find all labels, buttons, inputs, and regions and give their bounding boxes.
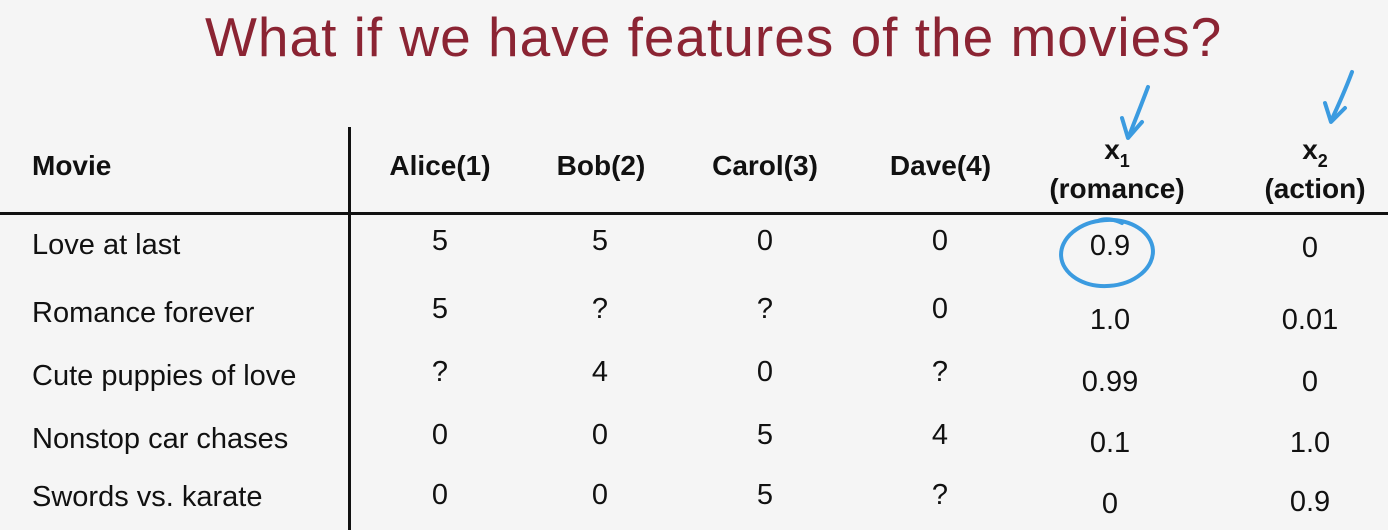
header-x1-symbol-line: x1 (1032, 132, 1202, 171)
header-x2: x2 (action) (1250, 132, 1380, 207)
feature-x2: 0.01 (1281, 304, 1339, 336)
movie-title: Love at last (32, 229, 181, 261)
feature-x1: 0 (1101, 488, 1119, 520)
rating-bob: 0 (591, 419, 609, 451)
rating-alice: 0 (431, 479, 449, 511)
x2-arrow-shaft (1329, 70, 1354, 123)
rating-carol: 0 (756, 356, 774, 388)
header-x1-subscript: 1 (1119, 151, 1130, 171)
rating-bob: 0 (591, 479, 609, 511)
header-alice: Alice(1) (389, 150, 491, 181)
feature-x2: 0 (1301, 366, 1319, 398)
rating-carol: 0 (756, 225, 774, 257)
movie-title: Romance forever (32, 297, 255, 329)
header-dave: Dave(4) (889, 150, 992, 181)
rating-alice: 5 (431, 293, 449, 325)
rating-bob: 5 (591, 225, 609, 257)
feature-x1: 0.9 (1089, 230, 1131, 262)
feature-x1: 0.99 (1081, 366, 1139, 398)
header-x2-symbol: x (1302, 134, 1318, 165)
rating-alice: 5 (431, 225, 449, 257)
header-bob: Bob(2) (556, 150, 646, 181)
rating-carol: 5 (756, 479, 774, 511)
movie-title: Cute puppies of love (32, 360, 297, 392)
slide-title: What if we have features of the movies? (205, 6, 1223, 68)
feature-x2: 0.9 (1289, 486, 1331, 518)
header-x2-subscript: 2 (1317, 151, 1328, 171)
rating-bob: ? (591, 293, 609, 325)
header-x1-symbol: x (1104, 134, 1120, 165)
movie-title: Swords vs. karate (32, 481, 263, 513)
header-divider (0, 212, 1388, 215)
header-movie: Movie (32, 150, 112, 181)
rating-alice: 0 (431, 419, 449, 451)
x1-arrow-shaft (1127, 85, 1150, 138)
rating-carol: ? (756, 293, 774, 325)
rating-dave: ? (931, 356, 949, 388)
feature-x1: 1.0 (1089, 304, 1131, 336)
rating-bob: 4 (591, 356, 609, 388)
rating-dave: ? (931, 479, 949, 511)
rating-dave: 0 (931, 293, 949, 325)
rating-alice: ? (431, 356, 449, 388)
header-x2-label: (action) (1264, 173, 1366, 204)
movie-title: Nonstop car chases (32, 423, 289, 455)
movie-column-divider (348, 127, 351, 530)
rating-carol: 5 (756, 419, 774, 451)
header-x1: x1 (romance) (1032, 132, 1202, 207)
feature-x2: 0 (1301, 232, 1319, 264)
x2-arrow-head (1323, 101, 1347, 124)
feature-x1: 0.1 (1089, 427, 1131, 459)
highlight-circle-tail (1096, 217, 1124, 225)
header-x2-symbol-line: x2 (1250, 132, 1380, 171)
rating-dave: 0 (931, 225, 949, 257)
header-x1-label: (romance) (1049, 173, 1185, 204)
feature-x2: 1.0 (1289, 427, 1331, 459)
header-carol: Carol(3) (712, 150, 818, 181)
rating-dave: 4 (931, 419, 949, 451)
